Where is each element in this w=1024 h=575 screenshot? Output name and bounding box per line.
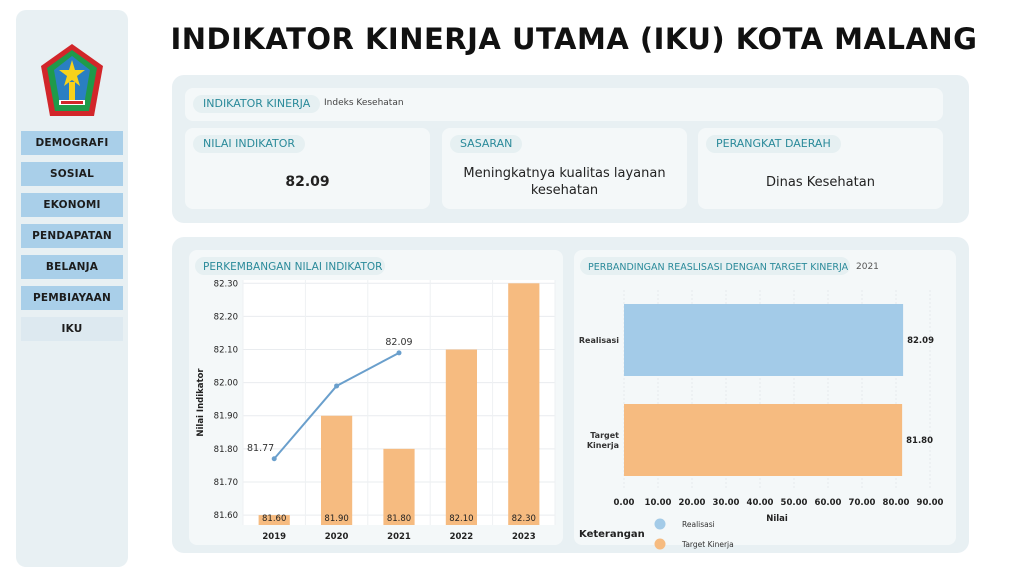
chart-title-pill — [580, 257, 850, 275]
chart-year: 2021 — [856, 262, 879, 272]
hbar-1 — [624, 404, 903, 476]
bar-data-label: 81.80 — [387, 514, 411, 524]
comparison-chart-card: PERBANDINGAN REASLISASI DENGAN TARGET KI… — [574, 250, 956, 545]
sidebar-nav: DEMOGRAFI SOSIAL EKONOMI PENDAPATAN BELA… — [21, 131, 123, 348]
perangkat-card: PERANGKAT DAERAH Dinas Kesehatan — [698, 128, 943, 209]
bar-2020 — [321, 415, 353, 525]
x-tick-label: 2022 — [450, 532, 474, 542]
hbar-data-label: 81.80 — [906, 436, 933, 446]
y-category-label: Realisasi — [579, 336, 619, 345]
x-tick-label: 2021 — [387, 532, 411, 542]
x-axis-label: Nilai — [766, 514, 788, 524]
x-tick-label: 60.00 — [815, 498, 842, 508]
x-tick-label: 80.00 — [883, 498, 910, 508]
nav-item-iku[interactable]: IKU — [21, 317, 123, 341]
nav-item-belanja[interactable]: BELANJA — [21, 255, 123, 279]
legend-swatch — [654, 518, 666, 530]
y-tick-label: 81.70 — [214, 478, 238, 488]
x-tick-label: 50.00 — [781, 498, 808, 508]
y-tick-label: 82.10 — [214, 346, 238, 356]
nilai-label: NILAI INDIKATOR — [193, 135, 306, 153]
y-tick-label: 81.90 — [214, 412, 238, 422]
line-data-label: 81.77 — [247, 443, 274, 454]
x-tick-label: 2020 — [325, 532, 349, 542]
x-tick-label: 2019 — [262, 532, 286, 542]
nav-item-pendapatan[interactable]: PENDAPATAN — [21, 224, 123, 248]
chart-title: PERKEMBANGAN NILAI INDIKATOR — [203, 261, 382, 273]
line-point — [396, 350, 402, 356]
indikator-label: INDIKATOR KINERJA — [193, 95, 321, 113]
indicator-info-panel: INDIKATOR KINERJA Indeks Kesehatan NILAI… — [172, 75, 969, 223]
bar-data-label: 82.30 — [512, 514, 536, 524]
line-point — [271, 456, 277, 462]
comparison-chart: PERBANDINGAN REASLISASI DENGAN TARGET KI… — [579, 257, 944, 524]
bar-2019 — [258, 515, 290, 525]
legend-label: Realisasi — [682, 520, 715, 529]
nav-item-ekonomi[interactable]: EKONOMI — [21, 193, 123, 217]
x-tick-label: 20.00 — [679, 498, 706, 508]
sasaran-label: SASARAN — [450, 135, 523, 153]
bar-2022 — [445, 349, 477, 525]
trend-chart-card: PERKEMBANGAN NILAI INDIKATOR 81.60 81.70 81… — [189, 250, 563, 545]
line-point — [334, 383, 340, 389]
sasaran-card: SASARAN Meningkatnya kualitas layanan ke… — [442, 128, 687, 209]
sidebar: DEMOGRAFI SOSIAL EKONOMI PENDAPATAN BELA… — [16, 10, 128, 567]
y-axis-label: Nilai Indikator — [196, 368, 206, 437]
nav-item-sosial[interactable]: SOSIAL — [21, 162, 123, 186]
x-tick-label: 90.00 — [917, 498, 944, 508]
nilai-value: 82.09 — [285, 173, 330, 190]
bar-data-label: 81.60 — [262, 514, 286, 524]
hbar-0 — [624, 304, 904, 376]
bar-2023 — [508, 283, 540, 525]
x-tick-label: 2023 — [512, 532, 536, 542]
legend-swatch — [654, 538, 666, 550]
bar-2021 — [383, 448, 415, 525]
y-category-label: Target Kinerja — [587, 431, 619, 450]
charts-panel: PERKEMBANGAN NILAI INDIKATOR 81.60 81.70 81… — [172, 237, 969, 553]
hbar-data-label: 82.09 — [907, 336, 934, 346]
bar-data-label: 82.10 — [449, 514, 473, 524]
nav-item-demografi[interactable]: DEMOGRAFI — [21, 131, 123, 155]
y-tick-label: 82.30 — [214, 279, 238, 289]
y-tick-label: 81.80 — [214, 445, 238, 455]
malang-city-emblem-icon — [41, 44, 103, 116]
sasaran-value: Meningkatnya kualitas layanan kesehatan — [463, 166, 666, 198]
chart-title: PERBANDINGAN REASLISASI DENGAN TARGET KI… — [588, 262, 849, 273]
bar-data-label: 81.90 — [324, 514, 348, 524]
y-tick-label: 82.20 — [214, 312, 238, 322]
x-tick-label: 30.00 — [713, 498, 740, 508]
legend-title: Keterangan — [579, 529, 645, 540]
indicator-card: INDIKATOR KINERJA Indeks Kesehatan — [185, 88, 943, 121]
nav-item-pembiayaan[interactable]: PEMBIAYAAN — [21, 286, 123, 310]
perangkat-value: Dinas Kesehatan — [766, 174, 875, 190]
chart-title-pill — [195, 257, 385, 275]
x-tick-label: 10.00 — [645, 498, 672, 508]
indikator-value: Indeks Kesehatan — [324, 98, 404, 108]
nilai-card: NILAI INDIKATOR 82.09 — [185, 128, 430, 209]
comparison-legend: Keterangan Realisasi Target Kinerja — [579, 518, 734, 550]
x-tick-label: 40.00 — [747, 498, 774, 508]
perangkat-label: PERANGKAT DAERAH — [706, 135, 841, 153]
page-title: INDIKATOR KINERJA UTAMA (IKU) KOTA MALAN… — [170, 22, 978, 56]
trend-chart: PERKEMBANGAN NILAI INDIKATOR 81.60 81.70 81… — [195, 257, 556, 542]
line-data-label: 82.09 — [385, 337, 412, 348]
y-tick-label: 82.00 — [214, 379, 238, 389]
x-tick-label: 70.00 — [849, 498, 876, 508]
legend-label: Target Kinerja — [681, 540, 734, 549]
y-tick-label: 81.60 — [214, 511, 238, 521]
x-tick-label: 0.00 — [614, 498, 635, 508]
